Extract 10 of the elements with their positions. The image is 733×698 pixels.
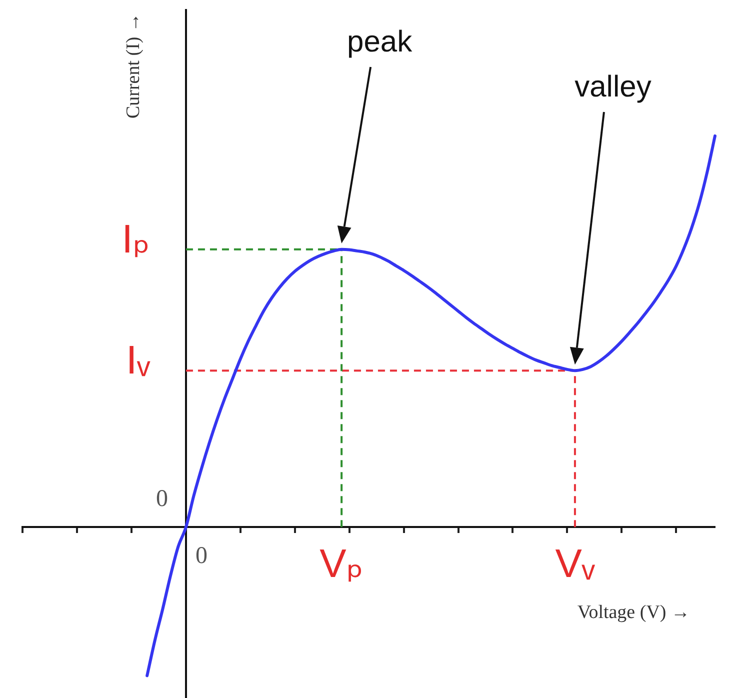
ref-line-label: Iᵥ bbox=[126, 338, 152, 383]
x-tick-label: Vᵥ bbox=[555, 542, 596, 586]
x-tick-label: 0 bbox=[196, 542, 208, 569]
y-axis-title: Current (I) → bbox=[122, 13, 144, 119]
ref-line-label: Iₚ bbox=[122, 217, 150, 262]
x-axis-title: Voltage (V) → bbox=[577, 602, 690, 624]
text: valley bbox=[574, 70, 652, 104]
text: peak bbox=[347, 25, 414, 58]
annotation: 0 bbox=[156, 486, 168, 512]
x-tick-label: Vₚ bbox=[320, 542, 364, 586]
